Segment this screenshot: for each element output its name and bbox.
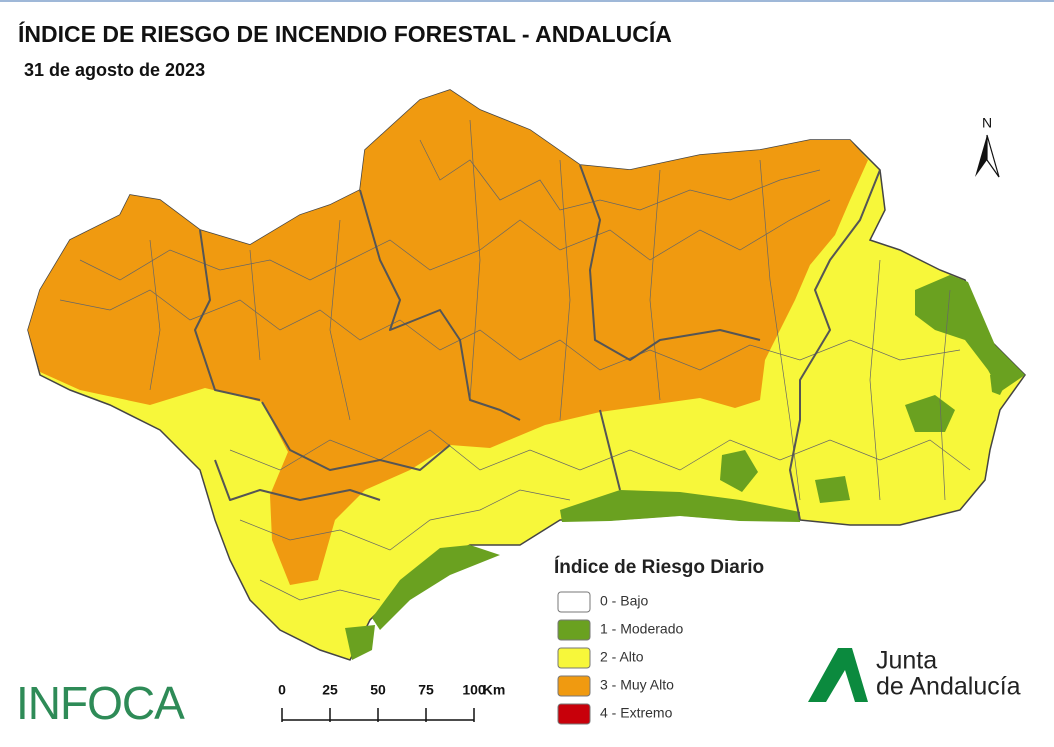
infoca-logo: INFOCA: [16, 677, 185, 729]
legend-label: 1 - Moderado: [600, 621, 683, 637]
north-arrow-right: [986, 134, 1000, 178]
municipal-boundaries: [59, 119, 971, 601]
junta-line-1: Junta: [876, 647, 937, 675]
legend: Índice de Riesgo Diario 0 - Bajo 1 - Mode…: [554, 556, 764, 725]
junta-logo: Junta de Andalucía: [808, 647, 1021, 702]
legend-swatch: [557, 675, 591, 697]
legend-title: Índice de Riesgo Diario: [554, 556, 764, 578]
scale-label: 75: [418, 682, 434, 698]
junta-line-2: de Andalucía: [876, 673, 1021, 701]
scale-label: 0: [278, 682, 286, 698]
legend-label: 4 - Extremo: [600, 705, 673, 721]
scale-label: 25: [322, 682, 338, 698]
junta-emblem: [808, 648, 868, 702]
scale-bar: Km 0 25 50 75 100: [278, 682, 505, 722]
legend-swatch: [557, 647, 591, 669]
map-date: 31 de agosto de 2023: [24, 60, 205, 80]
scale-unit: Km: [483, 682, 506, 698]
risk-zone-moderado: [345, 275, 1025, 660]
north-arrow-left: [975, 135, 987, 177]
region-map: [27, 89, 1026, 661]
legend-swatch: [557, 703, 591, 725]
province-boundaries: [194, 164, 881, 521]
map-title: ÍNDICE DE RIESGO DE INCENDIO FORESTAL - …: [18, 20, 672, 47]
legend-label: 0 - Bajo: [600, 593, 648, 609]
legend-swatch: [557, 619, 591, 641]
legend-label: 2 - Alto: [600, 649, 644, 665]
risk-zone-muy-alto: [28, 90, 868, 585]
north-label: N: [982, 115, 992, 131]
legend-label: 3 - Muy Alto: [600, 677, 674, 693]
north-arrow: N: [975, 115, 1000, 178]
legend-swatch: [557, 591, 591, 613]
scale-label: 100: [462, 682, 486, 698]
scale-label: 50: [370, 682, 386, 698]
